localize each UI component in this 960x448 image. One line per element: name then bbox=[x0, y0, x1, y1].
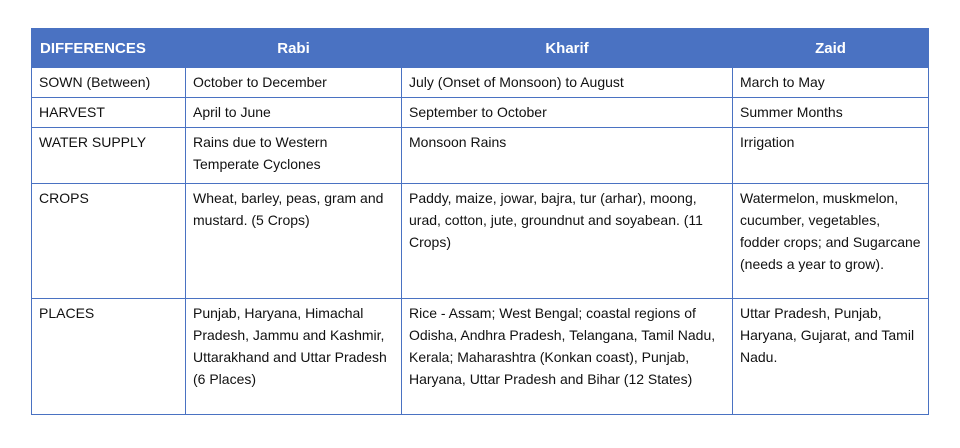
row-label: SOWN (Between) bbox=[31, 67, 186, 98]
table-container: DIFFERENCES Rabi Kharif Zaid SOWN (Between)… bbox=[31, 28, 929, 415]
row-label: CROPS bbox=[31, 183, 186, 299]
table-cell: Irrigation bbox=[732, 127, 929, 184]
table-body: SOWN (Between) October to December July (O… bbox=[31, 67, 929, 415]
table-cell: Summer Months bbox=[732, 97, 929, 128]
row-label: WATER SUPPLY bbox=[31, 127, 186, 184]
table-cell: April to June bbox=[185, 97, 402, 128]
row-label: PLACES bbox=[31, 298, 186, 415]
table-cell: Rains due to Western Temperate Cyclones bbox=[185, 127, 402, 184]
table-row: WATER SUPPLY Rains due to Western Tempera… bbox=[31, 127, 929, 184]
comparison-table: DIFFERENCES Rabi Kharif Zaid SOWN (Between)… bbox=[31, 28, 929, 415]
table-cell: September to October bbox=[401, 97, 733, 128]
header-cell: Zaid bbox=[732, 28, 929, 68]
table-cell: Wheat, barley, peas, gram and mustard. (… bbox=[185, 183, 402, 299]
table-row: CROPS Wheat, barley, peas, gram and musta… bbox=[31, 183, 929, 299]
table-cell: Paddy, maize, jowar, bajra, tur (arhar),… bbox=[401, 183, 733, 299]
table-row: PLACES Punjab, Haryana, Himachal Pradesh,… bbox=[31, 298, 929, 415]
table-cell: July (Onset of Monsoon) to August bbox=[401, 67, 733, 98]
row-label: HARVEST bbox=[31, 97, 186, 128]
table-row: HARVEST April to June September to October… bbox=[31, 97, 929, 128]
table-cell: Rice - Assam; West Bengal; coastal regio… bbox=[401, 298, 733, 415]
table-cell: March to May bbox=[732, 67, 929, 98]
table-header: DIFFERENCES Rabi Kharif Zaid bbox=[31, 28, 929, 68]
header-cell: Kharif bbox=[401, 28, 733, 68]
header-cell: DIFFERENCES bbox=[31, 28, 186, 68]
table-row: SOWN (Between) October to December July (O… bbox=[31, 67, 929, 98]
header-row: DIFFERENCES Rabi Kharif Zaid bbox=[31, 28, 929, 68]
table-cell: Watermelon, muskmelon, cucumber, vegetab… bbox=[732, 183, 929, 299]
table-cell: Monsoon Rains bbox=[401, 127, 733, 184]
header-cell: Rabi bbox=[185, 28, 402, 68]
table-cell: Uttar Pradesh, Punjab, Haryana, Gujarat,… bbox=[732, 298, 929, 415]
table-cell: Punjab, Haryana, Himachal Pradesh, Jammu… bbox=[185, 298, 402, 415]
table-cell: October to December bbox=[185, 67, 402, 98]
